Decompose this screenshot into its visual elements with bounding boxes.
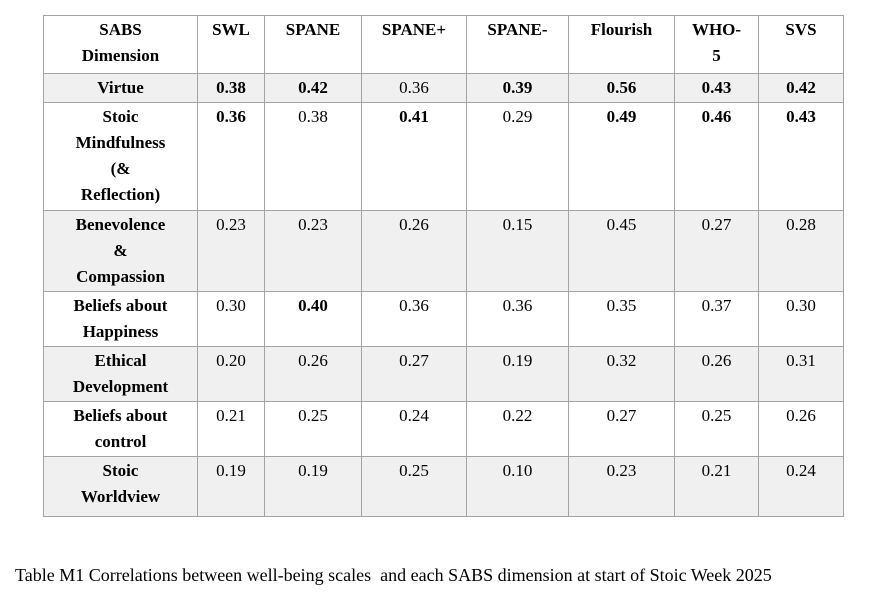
correlation-value: 0.37 xyxy=(674,291,759,347)
table-row: Benevolence & Compassion 0.23 0.23 0.26 0.15… xyxy=(43,210,844,292)
correlation-value: 0.41 xyxy=(361,102,467,211)
correlation-value: 0.46 xyxy=(674,102,759,211)
dimension-label: Virtue xyxy=(43,73,198,103)
correlation-value: 0.23 xyxy=(264,210,362,292)
header-cell-flourish: Flourish xyxy=(568,15,675,74)
correlation-value: 0.42 xyxy=(264,73,362,103)
correlation-value: 0.25 xyxy=(674,401,759,457)
correlation-table: SABS Dimension SWL SPANE SPANE+ SPANE- F… xyxy=(43,15,844,517)
table-row: Stoic Mindfulness (& Reflection) 0.36 0.38… xyxy=(43,102,844,211)
correlation-value: 0.36 xyxy=(197,102,265,211)
header-cell-who5: WHO- 5 xyxy=(674,15,759,74)
dimension-label: Stoic Mindfulness (& Reflection) xyxy=(43,102,198,211)
correlation-value: 0.30 xyxy=(197,291,265,347)
header-cell-spane-minus: SPANE- xyxy=(466,15,569,74)
table-row: Beliefs about control 0.21 0.25 0.24 0.22 0.2… xyxy=(43,401,844,457)
correlation-value: 0.38 xyxy=(264,102,362,211)
dimension-label: Benevolence & Compassion xyxy=(43,210,198,292)
correlation-value: 0.23 xyxy=(568,456,675,517)
correlation-value: 0.31 xyxy=(758,346,844,402)
correlation-value: 0.19 xyxy=(197,456,265,517)
correlation-value: 0.30 xyxy=(758,291,844,347)
table-header: SABS Dimension SWL SPANE SPANE+ SPANE- F… xyxy=(43,15,844,74)
table-row: Beliefs about Happiness 0.30 0.40 0.36 0.36 0… xyxy=(43,291,844,347)
correlation-value: 0.29 xyxy=(466,102,569,211)
table-body: Virtue 0.38 0.42 0.36 0.39 0.56 0.43 0.42 Stoic … xyxy=(43,73,844,517)
header-cell-svs: SVS xyxy=(758,15,844,74)
correlation-value: 0.39 xyxy=(466,73,569,103)
correlation-value: 0.38 xyxy=(197,73,265,103)
dimension-label: Ethical Development xyxy=(43,346,198,402)
correlation-value: 0.15 xyxy=(466,210,569,292)
correlation-value: 0.26 xyxy=(674,346,759,402)
table-caption: Table M1 Correlations between well-being… xyxy=(15,565,772,585)
correlation-value: 0.36 xyxy=(361,291,467,347)
correlation-value: 0.27 xyxy=(568,401,675,457)
correlation-value: 0.20 xyxy=(197,346,265,402)
correlation-value: 0.26 xyxy=(758,401,844,457)
dimension-label: Stoic Worldview xyxy=(43,456,198,517)
table-row: Stoic Worldview 0.19 0.19 0.25 0.10 0.23 0.21 0… xyxy=(43,456,844,517)
correlation-value: 0.27 xyxy=(361,346,467,402)
dimension-label: Beliefs about Happiness xyxy=(43,291,198,347)
correlation-value: 0.21 xyxy=(674,456,759,517)
correlation-value: 0.23 xyxy=(197,210,265,292)
correlation-value: 0.19 xyxy=(466,346,569,402)
correlation-value: 0.40 xyxy=(264,291,362,347)
correlation-value: 0.24 xyxy=(361,401,467,457)
correlation-value: 0.10 xyxy=(466,456,569,517)
correlation-value: 0.25 xyxy=(361,456,467,517)
correlation-value: 0.32 xyxy=(568,346,675,402)
header-cell-spane-plus: SPANE+ xyxy=(361,15,467,74)
correlation-value: 0.35 xyxy=(568,291,675,347)
correlation-value: 0.22 xyxy=(466,401,569,457)
correlation-value: 0.28 xyxy=(758,210,844,292)
correlation-value: 0.56 xyxy=(568,73,675,103)
correlation-value: 0.36 xyxy=(361,73,467,103)
correlation-value: 0.43 xyxy=(758,102,844,211)
header-cell-sabs-dimension: SABS Dimension xyxy=(43,15,198,74)
table-row: Ethical Development 0.20 0.26 0.27 0.19 0.32 0… xyxy=(43,346,844,402)
table-row: Virtue 0.38 0.42 0.36 0.39 0.56 0.43 0.42 xyxy=(43,73,844,103)
correlation-value: 0.43 xyxy=(674,73,759,103)
correlation-value: 0.26 xyxy=(361,210,467,292)
header-cell-swl: SWL xyxy=(197,15,265,74)
header-row: SABS Dimension SWL SPANE SPANE+ SPANE- F… xyxy=(43,15,844,74)
correlation-value: 0.25 xyxy=(264,401,362,457)
correlation-value: 0.27 xyxy=(674,210,759,292)
dimension-label: Beliefs about control xyxy=(43,401,198,457)
correlation-value: 0.45 xyxy=(568,210,675,292)
correlation-value: 0.26 xyxy=(264,346,362,402)
correlation-value: 0.42 xyxy=(758,73,844,103)
correlation-value: 0.19 xyxy=(264,456,362,517)
document-page: SABS Dimension SWL SPANE SPANE+ SPANE- F… xyxy=(0,15,880,616)
correlation-value: 0.36 xyxy=(466,291,569,347)
correlation-value: 0.24 xyxy=(758,456,844,517)
correlation-value: 0.49 xyxy=(568,102,675,211)
correlation-value: 0.21 xyxy=(197,401,265,457)
header-cell-spane: SPANE xyxy=(264,15,362,74)
